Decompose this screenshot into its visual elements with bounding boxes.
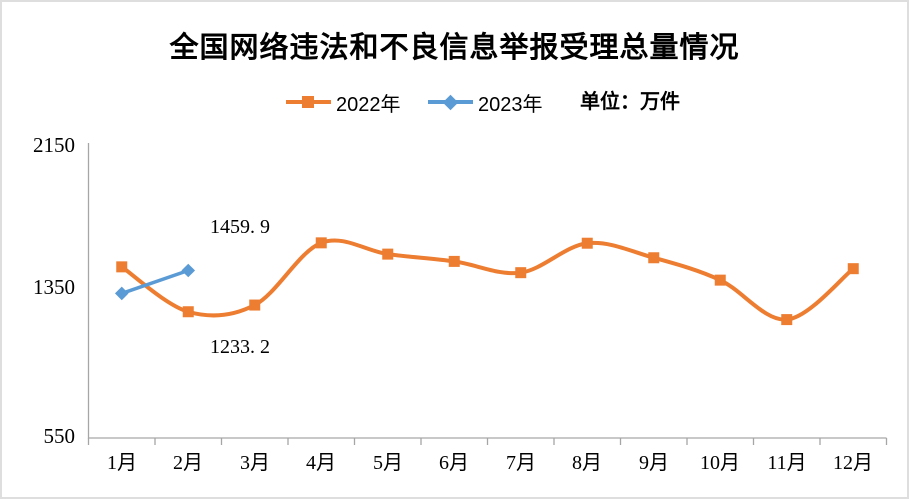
data-label-2023-feb: 1459. 9 [210,216,270,238]
data-point-square [781,314,793,326]
data-point-diamond [181,263,196,278]
data-point-square [182,306,194,318]
legend-item-2023: 2023年 [428,90,543,116]
legend-label-2023: 2023年 [478,93,543,116]
data-point-square [448,255,460,267]
data-point-square [648,252,660,264]
series-line-2023年 [120,268,190,296]
data-point-diamond [114,286,129,301]
y-axis-tick-label: 2150 [33,133,75,157]
data-point-square [581,237,593,249]
x-axis-label: 2月 [173,452,203,474]
x-axis-label: 7月 [506,452,536,474]
x-axis-label: 6月 [439,452,469,474]
x-axis-label: 3月 [240,452,270,474]
data-label-2022-feb: 1233. 2 [210,336,270,358]
data-point-square [515,267,527,279]
y-axis-tick-label: 1350 [33,275,75,299]
axis-lines [87,143,887,439]
data-point-square [249,299,261,311]
data-point-square [714,274,726,286]
line-diamond-marker-icon [428,94,473,110]
x-axis-label: 4月 [306,452,336,474]
unit-label: 单位：万件 [580,91,680,113]
data-point-square [116,261,128,273]
legend-item-2022: 2022年 [286,90,401,116]
x-axis-label: 10月 [700,452,740,474]
legend-label-2022: 2022年 [336,93,401,116]
x-axis-label: 1月 [107,452,137,474]
x-axis-ticks [87,438,888,445]
data-point-square [315,237,327,249]
x-axis-label: 12月 [833,452,873,474]
line-square-marker-icon [286,96,331,108]
data-point-square [382,248,394,260]
chart-title: 全国网络违法和不良信息举报受理总量情况 [169,32,740,64]
series-line-2022年 [119,238,856,322]
x-axis-label: 8月 [572,452,602,474]
x-axis-label: 9月 [639,452,669,474]
data-point-square [847,263,859,275]
x-axis-label: 11月 [767,452,807,474]
y-axis-tick-label: 550 [43,424,76,448]
x-axis-label: 5月 [373,452,403,474]
